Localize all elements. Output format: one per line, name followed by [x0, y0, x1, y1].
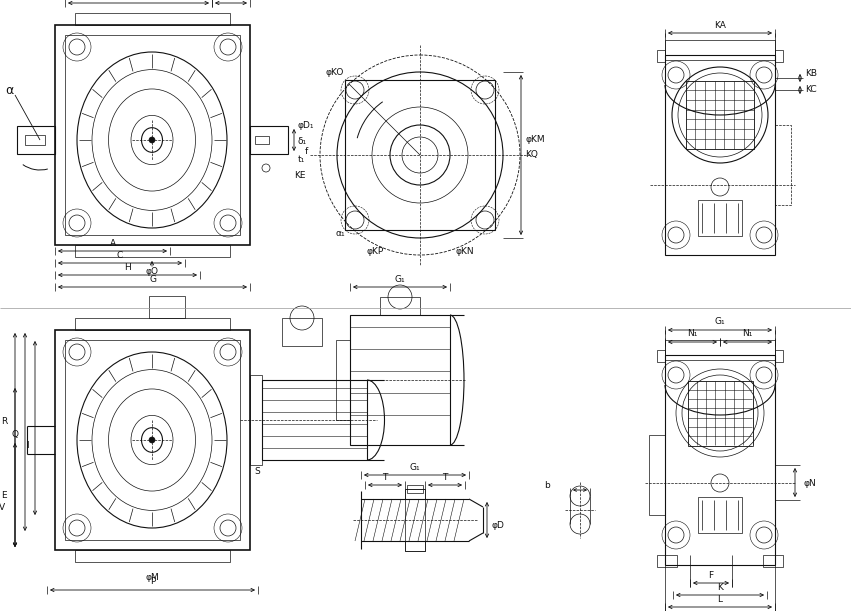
Text: I: I [26, 441, 29, 450]
Text: KB: KB [805, 68, 817, 78]
Text: KA: KA [714, 21, 726, 29]
Bar [665, 55, 775, 255]
Text: G₁: G₁ [395, 274, 405, 284]
Bar [380, 297, 420, 315]
Text: P: P [150, 577, 155, 587]
Bar [75, 13, 230, 25]
Text: α: α [5, 84, 13, 97]
Bar [407, 485, 423, 493]
Circle shape [149, 437, 155, 443]
Bar [665, 355, 775, 565]
Text: L: L [717, 595, 722, 604]
Text: φN: φN [803, 478, 816, 488]
Text: KQ: KQ [525, 150, 538, 159]
Text: F: F [708, 571, 713, 579]
Bar [657, 50, 665, 62]
Bar [75, 318, 230, 330]
Text: φKP: φKP [367, 247, 384, 257]
Text: b: b [545, 481, 550, 491]
Bar [250, 375, 262, 465]
Bar [75, 550, 230, 562]
Text: φD₁: φD₁ [298, 120, 315, 130]
Bar [775, 125, 791, 205]
Text: φO: φO [146, 266, 158, 276]
Text: δ₁: δ₁ [298, 137, 307, 147]
Text: S: S [254, 467, 260, 477]
Bar [350, 315, 450, 445]
Text: H: H [124, 263, 131, 271]
Text: C: C [117, 251, 123, 260]
Bar [255, 136, 269, 144]
Text: φKN: φKN [455, 247, 474, 257]
Bar [775, 50, 783, 62]
Bar [405, 489, 425, 551]
Bar [698, 200, 742, 236]
Text: t₁: t₁ [298, 156, 306, 164]
Bar [345, 80, 495, 230]
Bar [75, 245, 230, 257]
Text: f: f [305, 147, 308, 156]
Bar [657, 555, 677, 567]
Text: G₁: G₁ [715, 318, 725, 326]
Text: φM: φM [146, 574, 159, 582]
Text: G: G [149, 274, 156, 284]
Text: K: K [717, 582, 723, 591]
Text: T: T [382, 472, 388, 481]
Bar [665, 340, 775, 360]
Text: φKO: φKO [326, 68, 345, 77]
Bar [55, 25, 250, 245]
Circle shape [149, 137, 155, 143]
Text: T: T [443, 472, 448, 481]
Text: φD: φD [491, 521, 504, 530]
Bar [665, 40, 775, 60]
Bar [336, 340, 350, 420]
Text: R: R [1, 417, 7, 426]
Text: Q: Q [12, 431, 19, 439]
Text: N₁: N₁ [688, 329, 698, 338]
Bar [698, 497, 742, 533]
Bar [17, 126, 55, 154]
Text: KC: KC [805, 84, 817, 93]
Bar [763, 555, 783, 567]
Bar [65, 340, 240, 540]
Bar [657, 350, 665, 362]
Bar [686, 81, 754, 149]
Text: KE: KE [294, 170, 306, 180]
Bar [262, 380, 367, 460]
Text: A: A [110, 238, 116, 247]
Bar [65, 35, 240, 235]
Text: N₁: N₁ [742, 329, 752, 338]
Bar [688, 381, 753, 446]
Text: α₁: α₁ [335, 229, 345, 238]
Bar [405, 541, 425, 551]
Bar [649, 435, 665, 515]
Bar [55, 330, 250, 550]
Bar [775, 350, 783, 362]
Bar [25, 135, 45, 145]
Bar [149, 296, 185, 318]
Text: φKM: φKM [525, 136, 545, 144]
Text: G₁: G₁ [409, 463, 420, 472]
Bar [250, 126, 288, 154]
Bar [405, 489, 425, 499]
Bar [282, 318, 322, 346]
Text: E: E [2, 491, 7, 500]
Text: V: V [0, 503, 5, 513]
